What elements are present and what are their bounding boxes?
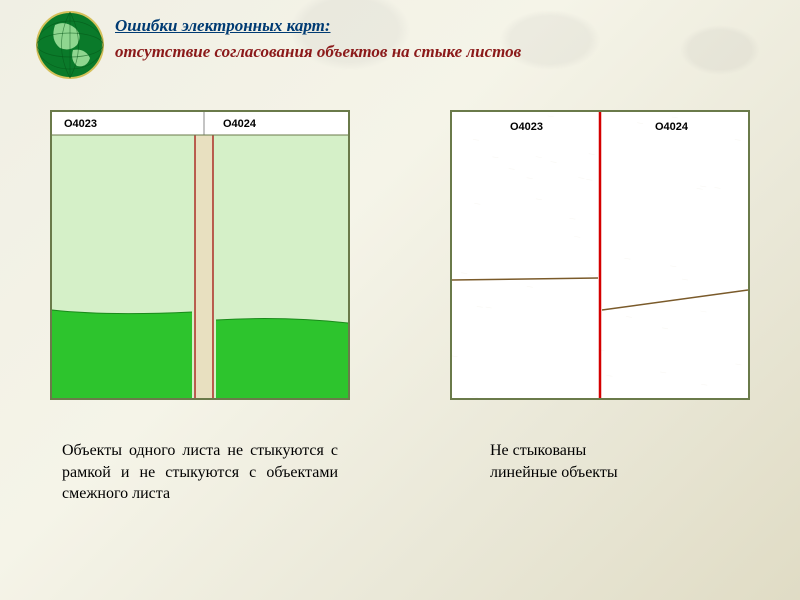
page-subtitle: отсутствие согласования объектов на стык… (115, 42, 521, 62)
caption-left: Объекты одного листа не стыкуются с рамк… (50, 440, 350, 505)
diagram-right: O4023 O4024 Не стыкованы линейные объекты (450, 110, 750, 505)
svg-text:O4024: O4024 (223, 118, 257, 130)
svg-text:O4023: O4023 (510, 121, 543, 133)
header: Ошибки электронных карт: отсутствие согл… (115, 16, 521, 62)
svg-text:O4023: O4023 (64, 118, 97, 130)
page-title: Ошибки электронных карт: (115, 16, 521, 36)
globe-icon (35, 10, 105, 80)
caption-right: Не стыкованы линейные объекты (450, 440, 750, 483)
diagram-left: O4023 O4024 Объекты одного листа не стыку… (50, 110, 350, 505)
svg-text:O4024: O4024 (655, 121, 689, 133)
